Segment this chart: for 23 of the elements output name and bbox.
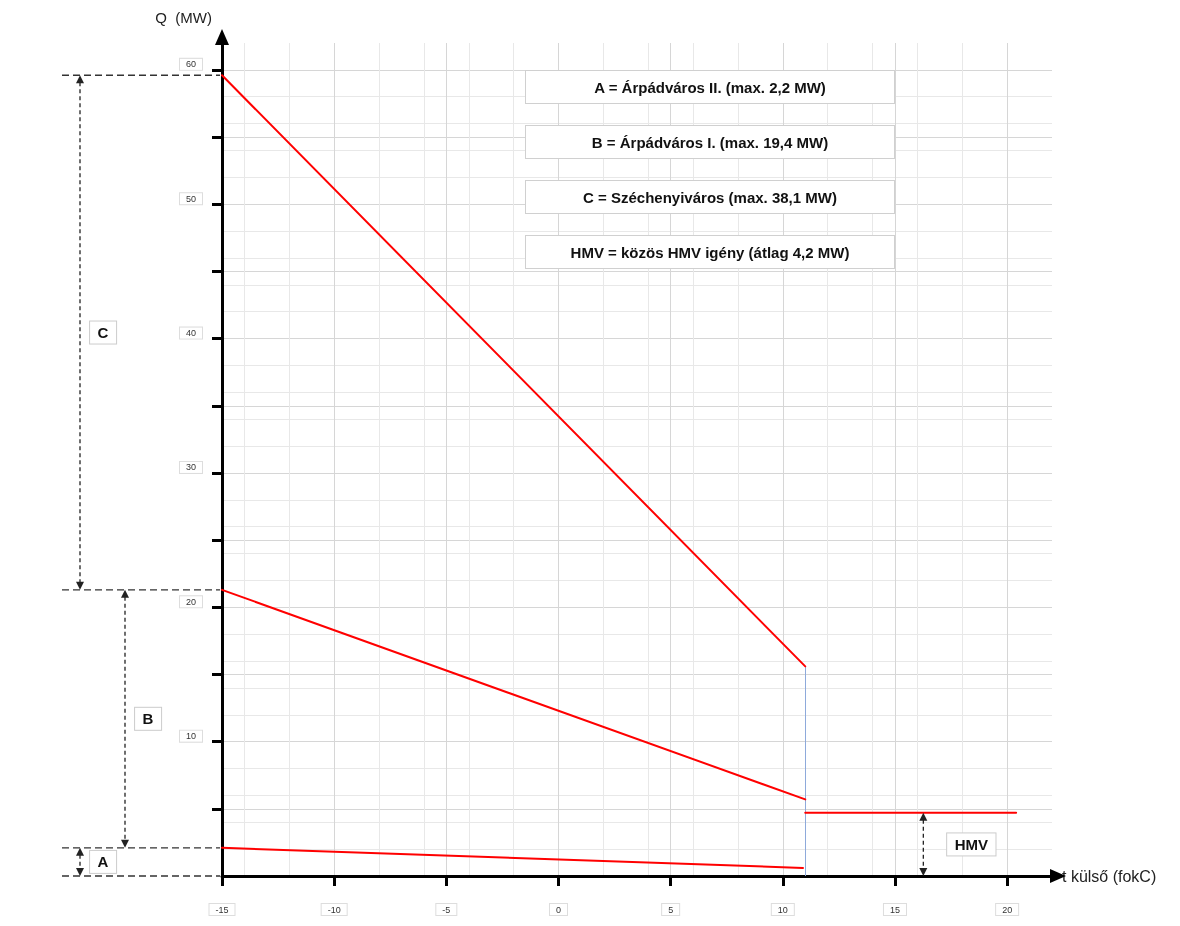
- text: A: [97, 853, 109, 871]
- y-tick-label: 40: [185, 328, 196, 339]
- annotation: B = Árpádváros I. (max. 19,4 MW): [591, 133, 829, 151]
- x-tick-label: -10: [327, 904, 341, 915]
- x-tick-label: 5: [668, 904, 674, 915]
- annotation: HMV: [954, 835, 988, 853]
- x-tick-label: 10: [777, 904, 788, 915]
- y-tick-label: 30: [185, 462, 196, 473]
- y-tick-label: 50: [185, 193, 196, 204]
- x-tick-label: 0: [555, 904, 561, 915]
- y-tick-label: 20: [185, 596, 196, 607]
- annotation: C = Széchenyiváros (max. 38,1 MW): [583, 188, 837, 206]
- annotation: HMV = közös HMV igény (átlag 4,2 MW): [570, 243, 850, 261]
- x-tick-label: -15: [215, 904, 229, 915]
- text: B: [142, 710, 154, 728]
- y-tick-label: 60: [185, 59, 196, 70]
- x-tick-label: 15: [889, 904, 900, 915]
- x-tick-label: 20: [1002, 904, 1013, 915]
- text: C: [97, 324, 109, 342]
- x-tick-label: -5: [442, 904, 451, 915]
- y-axis-title: Q (MW): [155, 9, 212, 26]
- annotation: A = Árpádváros II. (max. 2,2 MW): [594, 78, 826, 96]
- y-tick-label: 10: [185, 731, 196, 742]
